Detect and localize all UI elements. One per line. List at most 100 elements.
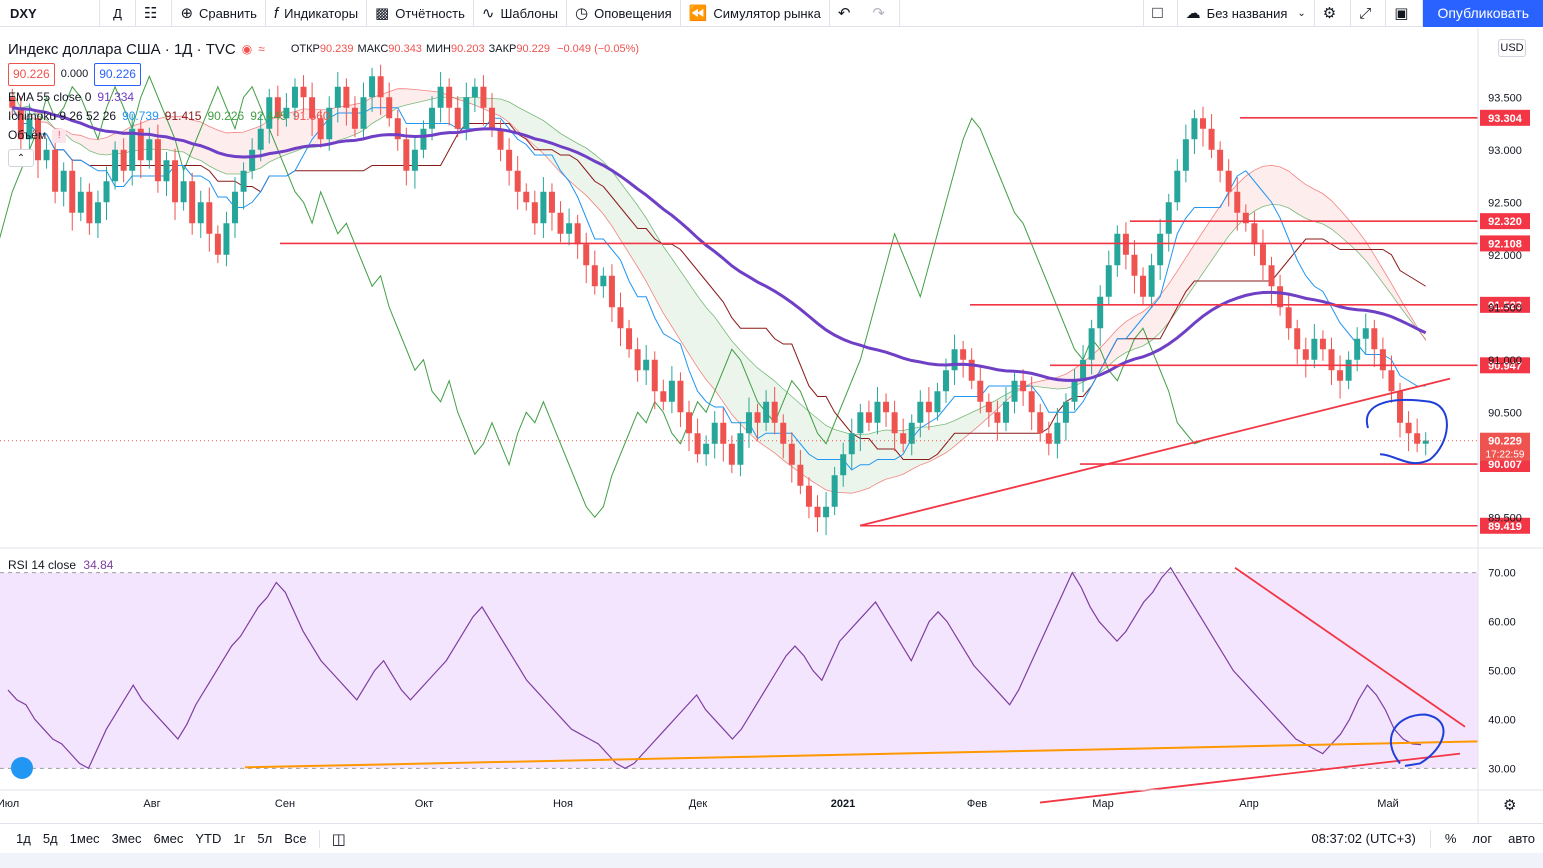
candle-body[interactable] (600, 275, 607, 287)
candle-body[interactable] (223, 223, 230, 255)
percent-toggle[interactable]: % (1444, 831, 1457, 846)
candle-body[interactable] (86, 191, 93, 224)
candle-body[interactable] (1122, 233, 1129, 255)
candle-body[interactable] (1054, 422, 1061, 444)
candle-body[interactable] (1311, 338, 1318, 360)
candle-body[interactable] (1011, 380, 1018, 402)
undo-button[interactable]: ↶ (830, 0, 865, 27)
candle-body[interactable] (951, 349, 958, 371)
candle-body[interactable] (1157, 233, 1164, 266)
candle-body[interactable] (369, 76, 376, 98)
candle-body[interactable] (317, 118, 324, 140)
candle-body[interactable] (1319, 338, 1326, 350)
candle-body[interactable] (1045, 433, 1052, 444)
candle-body[interactable] (386, 97, 393, 119)
candle-body[interactable] (514, 170, 521, 192)
candle-body[interactable] (197, 202, 204, 224)
candle-body[interactable] (985, 401, 992, 413)
candle-body[interactable] (1422, 440, 1429, 444)
price-level-badge[interactable] (1480, 109, 1530, 126)
candle-body[interactable] (1242, 212, 1249, 224)
range-button[interactable]: 1д (16, 831, 31, 846)
candle-body[interactable] (994, 412, 1001, 423)
snapshot-button[interactable]: ▣ (1386, 0, 1424, 27)
candle-body[interactable] (1379, 349, 1386, 371)
last-price-badge[interactable] (1480, 432, 1530, 461)
range-button[interactable]: 5д (42, 831, 58, 846)
rsi-legend[interactable]: RSI 14 close 34.84 (8, 558, 113, 572)
candle-body[interactable] (291, 86, 298, 108)
candle-body[interactable] (26, 118, 33, 140)
price-level-badge[interactable] (1480, 235, 1530, 252)
candle-body[interactable] (1397, 391, 1404, 423)
rsi-pane[interactable] (0, 566, 1478, 804)
candle-body[interactable] (703, 443, 710, 455)
candle-body[interactable] (608, 275, 615, 308)
legend-title[interactable]: Индекс доллара США · 1Д · TVC (8, 41, 236, 58)
candle-body[interactable] (1285, 307, 1292, 329)
symbol-search[interactable]: DXY (0, 0, 100, 27)
candle-body[interactable] (925, 401, 932, 413)
range-button[interactable]: YTD (195, 831, 222, 846)
candle-body[interactable] (1354, 338, 1361, 360)
rsi-resistance-line[interactable] (1234, 567, 1466, 728)
candle-body[interactable] (1097, 296, 1104, 329)
redo-button[interactable]: ↷ (864, 0, 900, 27)
candle-body[interactable] (1294, 328, 1301, 350)
candle-body[interactable] (1277, 286, 1284, 308)
eye-icon[interactable]: ◉ (241, 42, 253, 56)
auto-toggle[interactable]: авто (1508, 831, 1535, 846)
candle-body[interactable] (814, 506, 821, 518)
candle-body[interactable] (471, 86, 478, 98)
candle-body[interactable] (266, 97, 273, 129)
candle-body[interactable] (711, 422, 718, 444)
replay-button[interactable]: ⏪ Симулятор рынка (681, 0, 830, 27)
candle-body[interactable] (754, 412, 761, 423)
candle-body[interactable] (1165, 202, 1172, 234)
candle-body[interactable] (1182, 139, 1189, 171)
candle-body[interactable] (1028, 391, 1035, 413)
candle-body[interactable] (1337, 370, 1344, 381)
alerts-button[interactable]: ◷ Оповещения (567, 0, 681, 27)
fullscreen-layout-button[interactable]: □ (1143, 0, 1178, 27)
compare-button[interactable]: ⊕ Сравнить (172, 0, 266, 27)
ask-chip[interactable]: 90.226 (94, 63, 141, 86)
candle-body[interactable] (257, 128, 264, 150)
candle-body[interactable] (1174, 170, 1181, 203)
candle-body[interactable] (34, 118, 41, 161)
candle-body[interactable] (823, 506, 830, 518)
candle-body[interactable] (446, 86, 453, 108)
price-level-badge[interactable] (1480, 357, 1530, 374)
candle-body[interactable] (454, 107, 461, 129)
candle-body[interactable] (429, 107, 436, 129)
candle-body[interactable] (865, 412, 872, 423)
range-button[interactable]: 6мес (153, 831, 184, 846)
candle-body[interactable] (43, 149, 50, 161)
candle-body[interactable] (394, 118, 401, 140)
candle-body[interactable] (1088, 328, 1095, 360)
candle-body[interactable] (634, 349, 641, 371)
candle-body[interactable] (1362, 328, 1369, 339)
candle-body[interactable] (900, 433, 907, 444)
candle-body[interactable] (908, 422, 915, 444)
ema-line[interactable] (12, 106, 1427, 382)
candle-body[interactable] (60, 170, 67, 192)
candle-body[interactable] (137, 128, 144, 161)
candle-body[interactable] (934, 391, 941, 413)
candle-body[interactable] (566, 223, 573, 234)
candle-body[interactable] (300, 86, 307, 98)
candle-body[interactable] (240, 170, 247, 192)
templates-button[interactable]: ∿ Шаблоны (474, 0, 567, 27)
publish-button[interactable]: Опубликовать (1423, 0, 1543, 27)
candle-body[interactable] (283, 107, 290, 119)
candle-body[interactable] (1251, 223, 1258, 245)
volume-legend[interactable]: Объём ! (8, 126, 639, 145)
candle-body[interactable] (626, 328, 633, 350)
candle-body[interactable] (377, 76, 384, 98)
candle-body[interactable] (189, 181, 196, 224)
candle-body[interactable] (343, 86, 350, 108)
candle-body[interactable] (1080, 359, 1087, 381)
rsi-support-line[interactable] (244, 740, 1478, 769)
candle-body[interactable] (437, 86, 444, 108)
candle-body[interactable] (677, 380, 684, 413)
